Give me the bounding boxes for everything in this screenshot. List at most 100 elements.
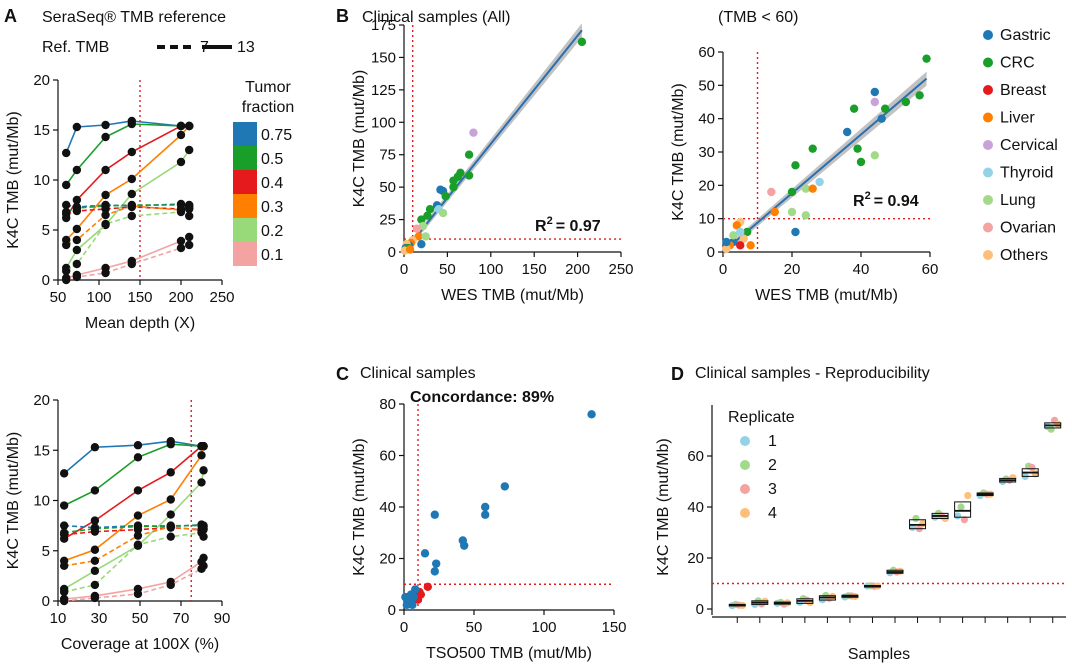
cancer-legend-label: Others <box>1000 247 1048 264</box>
scatter-point-liver <box>732 221 741 230</box>
y-tick-label: 20 <box>379 551 396 568</box>
data-point <box>185 211 194 221</box>
data-point <box>199 553 208 562</box>
replicate-legend-dot <box>740 460 750 470</box>
data-point <box>176 243 186 253</box>
data-point <box>166 468 175 477</box>
data-point <box>176 121 186 131</box>
cancer-legend-dot <box>983 140 993 150</box>
data-point <box>127 201 136 211</box>
x-tick-label: 90 <box>214 610 231 627</box>
y-tick-label: 40 <box>379 499 396 516</box>
panel-b-title-sub: (TMB < 60) <box>718 9 798 26</box>
y-tick-label: 5 <box>42 222 50 239</box>
panel-c-scatter: 0 20 40 60 80 0 50 100 150 TSO500 TMB (mut/Mb) K4C… <box>351 396 627 662</box>
replicate-legend-title: Replicate <box>728 409 795 426</box>
scatter-point-lung <box>801 211 810 220</box>
series-line-tf-0.1-ref-7 <box>64 565 205 602</box>
data-point <box>199 442 208 451</box>
scatter-point-breast <box>423 582 432 592</box>
data-point <box>72 122 82 132</box>
data-point <box>61 275 71 285</box>
y-axis-title: K4C TMB (mut/Mb) <box>351 438 368 576</box>
y-tick-label: 25 <box>379 212 396 229</box>
scatter-point-gastric <box>481 502 490 512</box>
panel-a-depth-chart: 0 5 10 15 20 50 100 150 200 250 Mean depth (X) K4C … <box>5 72 235 332</box>
ref-tmb-label: Ref. TMB <box>42 39 109 56</box>
tumor-fraction-legend: Tumor fraction 0.75 0.5 0.4 0.3 0.2 0.1 <box>233 79 294 266</box>
scatter-point-gastric <box>460 541 469 550</box>
tf-legend-swatch <box>233 170 257 194</box>
scatter-point-thyroid <box>815 177 824 187</box>
data-point <box>133 453 143 462</box>
data-point <box>199 532 208 541</box>
x-tick-label: 100 <box>86 289 111 306</box>
scatter-point-crc <box>915 91 924 100</box>
y-axis-title: K4C TMB (mut/Mb) <box>670 83 687 221</box>
r2-sup: 2 <box>547 215 553 227</box>
replicate-legend-dot <box>740 508 750 518</box>
replicate-legend-label: 3 <box>768 481 777 498</box>
regression-line <box>722 77 928 253</box>
y-tick-label: 50 <box>698 77 715 94</box>
y-tick-label: 15 <box>33 442 50 459</box>
scatter-point-others <box>739 234 748 243</box>
y-tick-label: 20 <box>698 177 715 194</box>
panel-letter-a: A <box>4 6 17 26</box>
data-point <box>166 580 175 590</box>
x-tick-label: 250 <box>209 289 234 306</box>
tf-legend-label: 0.5 <box>261 151 283 168</box>
r2-sup-sub: 2 <box>865 190 871 202</box>
y-tick-label: 175 <box>371 17 396 34</box>
replicate-point <box>954 512 962 520</box>
ref-high-label: 13 <box>237 39 255 56</box>
scatter-point-gastric <box>870 87 879 97</box>
data-point <box>72 165 82 175</box>
data-point <box>127 211 136 221</box>
scatter-point-liver <box>808 184 817 193</box>
regression-line <box>403 29 583 253</box>
replicate-point <box>964 491 972 500</box>
data-point <box>72 272 82 282</box>
panel-d-title: Clinical samples - Reproducibility <box>695 365 930 382</box>
x-tick-label: 30 <box>91 610 108 627</box>
y-tick-label: 0 <box>42 593 50 610</box>
tf-legend-swatch <box>233 146 257 170</box>
legend-title-line-1: Tumor <box>245 79 291 96</box>
data-point <box>59 587 69 597</box>
cancer-legend-dot <box>983 222 993 233</box>
scatter-point-crc <box>853 144 862 153</box>
tf-legend-label: 0.3 <box>261 199 283 216</box>
data-point <box>176 207 186 217</box>
data-point <box>127 259 136 269</box>
y-tick-label: 0 <box>707 244 715 261</box>
data-point <box>90 566 100 576</box>
scatter-point-crc <box>901 97 911 107</box>
cancer-legend-label: Lung <box>1000 192 1036 209</box>
scatter-point-gastric <box>409 592 418 602</box>
r2-annotation-sub: R2 = 0.94 <box>853 190 919 210</box>
x-axis-title: TSO500 TMB (mut/Mb) <box>426 645 592 662</box>
r2-annotation-all: R2 = 0.97 <box>535 215 601 235</box>
scatter-point-crc <box>808 144 817 153</box>
fit-confidence-band <box>723 71 927 256</box>
scatter-point-crc <box>742 227 752 237</box>
data-point <box>90 580 100 590</box>
data-point <box>133 589 143 599</box>
legend-title-line-2: fraction <box>242 99 294 116</box>
data-point <box>90 593 100 603</box>
scatter-point-crc <box>417 215 426 224</box>
scatter-point-gastric <box>430 510 439 519</box>
panel-letter-b: B <box>336 6 349 26</box>
data-point <box>61 148 71 158</box>
scatter-point-gastric <box>417 240 426 249</box>
data-point <box>133 531 143 540</box>
scatter-point-lung <box>438 208 448 218</box>
scatter-point-crc <box>464 150 474 159</box>
x-tick-label: 0 <box>400 619 408 636</box>
series-line-tf-0.3-ref-13 <box>63 446 205 562</box>
data-point <box>176 236 186 246</box>
scatter-point-ovarian <box>412 224 422 233</box>
scatter-point-gastric <box>408 600 417 610</box>
